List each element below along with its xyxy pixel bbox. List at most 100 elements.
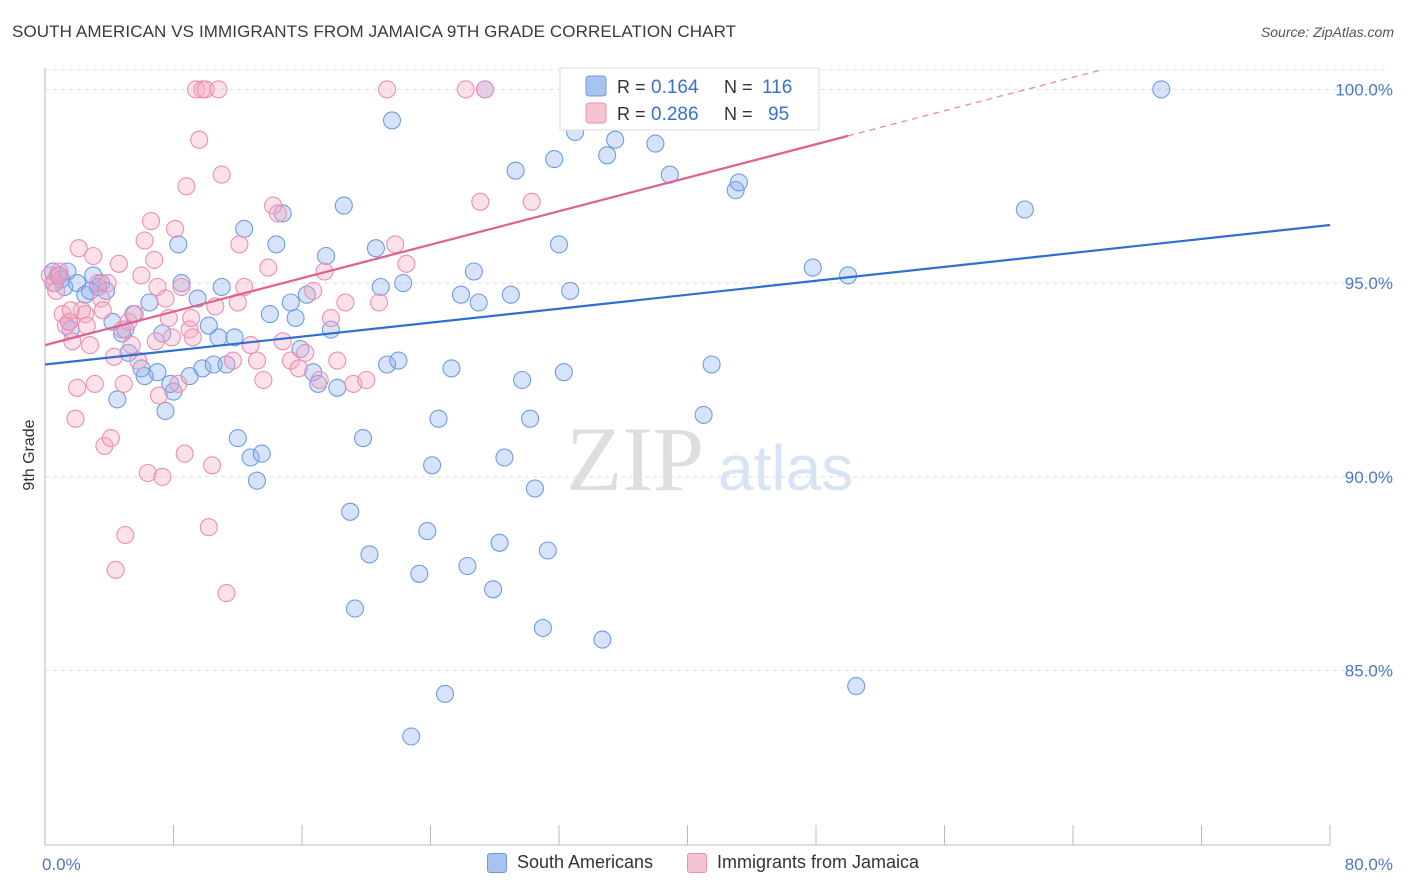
south-american-point [533,618,552,638]
south-american-point [839,266,858,285]
zipatlas-watermark: ZIP atlas [566,408,853,510]
south-american-point [513,370,532,390]
jamaica-point [230,235,249,254]
south-american-point [341,502,360,521]
south-american-point [228,429,247,448]
south-american-point [423,456,442,475]
jamaica-point [223,351,242,370]
legend-n-value-1: 116 [762,77,792,98]
legend-item-jamaica[interactable]: Immigrants from Jamaica [687,852,919,873]
jamaica-point [378,80,397,99]
legend-r-label-1: R = [617,77,646,97]
source-credit: Source: ZipAtlas.com [1260,24,1394,40]
jamaica-point [92,289,111,308]
south-american-point [410,564,429,583]
south-american-point [598,146,617,165]
jamaica-point [88,274,108,293]
jamaica-point [166,219,185,238]
south-american-point [394,274,413,293]
jamaica-point [289,359,308,378]
south-american-point [382,111,402,130]
jamaica-point [182,308,201,328]
jamaica-point [183,328,202,347]
legend-label: Immigrants from Jamaica [717,852,920,872]
south-american-point [646,134,665,153]
tick-labels: 85.0% 90.0% 95.0% 100.0% 0.0% 80.0% [42,80,1393,874]
jamaica-point [304,281,323,300]
jamaica-point [69,239,88,258]
south-american-point [235,219,254,238]
jamaica-point [114,374,133,393]
south-american-point [506,161,525,180]
south-american-point [501,285,520,304]
south-american-point [241,448,260,467]
jamaica-point [146,332,165,351]
legend-swatch [687,852,708,873]
south-american-point [606,130,625,149]
jamaica-point [397,254,416,273]
series-legend: South Americans Immigrants from Jamaica [0,852,1406,873]
legend-n-value-2: 95 [768,104,789,125]
jamaica-point [84,246,103,266]
south-american-point [334,196,353,215]
legend-label: South Americans [516,852,654,872]
legend-item-south-americans[interactable]: South Americans [486,852,654,873]
jamaica-point [357,370,376,390]
south-american-point [225,328,244,347]
y-tick-label: 85.0% [1345,662,1393,681]
jamaica-point [169,374,188,393]
south-american-point [1015,200,1034,219]
jamaica-point [456,80,475,99]
south-american-point [193,359,212,378]
jamaica-point [85,374,104,393]
watermark-zip: ZIP [566,408,704,510]
jamaica-point [190,130,209,149]
jamaica-point [212,165,231,184]
south-american-point [1152,80,1171,99]
jamaica-point [153,467,172,486]
y-tick-label: 100.0% [1335,80,1393,99]
south-american-point [267,235,286,254]
watermark-atlas: atlas [718,432,853,504]
jamaica-point [135,231,154,250]
legend-n-label-2: N = [724,104,753,124]
south-american-point [435,684,455,703]
south-american-point [281,293,300,312]
jamaica-point [156,289,175,308]
south-american-point [593,630,612,649]
jamaica-point [177,177,196,196]
south-american-point [260,305,279,324]
jamaica-point [138,463,157,483]
jamaica-point [68,378,87,397]
jamaica-point [209,80,228,99]
south-american-point [156,401,175,421]
jamaica-point [106,560,125,579]
south-american-point [418,522,437,541]
jamaica-point [109,254,128,273]
jamaica-point [259,258,278,277]
x-tick-label-min: 0.0% [42,855,81,874]
south-american-point [169,235,188,254]
south-american-point [209,328,228,347]
south-american-point [847,677,866,696]
jamaica-point [162,328,181,347]
south-american-point [464,262,483,281]
jamaica-point [268,204,287,223]
south-american-point [554,363,573,382]
jamaica-point [321,308,340,328]
jamaica-point [149,386,169,405]
south-american-point [525,479,544,498]
jamaica-point [101,429,120,448]
axes [44,68,1331,846]
jamaica-point [172,277,191,297]
south-american-point [366,239,385,258]
jamaica-point [60,312,79,331]
jamaica-point [217,584,236,603]
south-americans-trend-line [44,223,1331,366]
south-american-point [484,580,503,599]
jamaica-point [132,266,151,285]
jamaica-point [98,274,117,293]
south-american-point [378,355,397,374]
jamaica-point [273,332,292,351]
